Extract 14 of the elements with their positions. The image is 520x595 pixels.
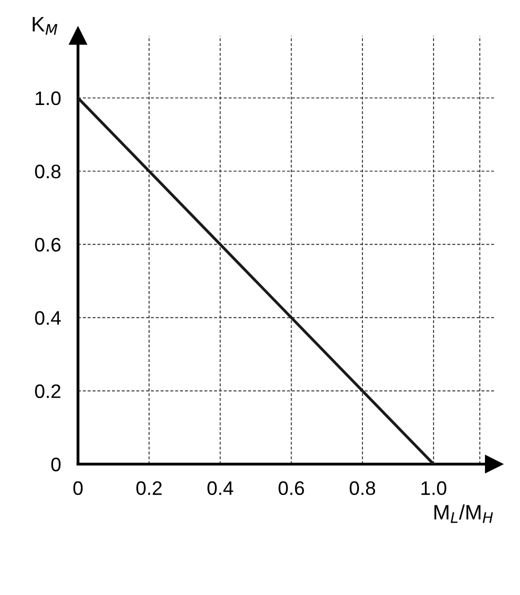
y-tick-label: 0.4 bbox=[35, 311, 61, 325]
y-tick-label: 0 bbox=[51, 458, 61, 472]
x-tick-label: 0 bbox=[73, 481, 83, 496]
x-tick-label: 0.8 bbox=[350, 481, 376, 496]
y-tick-label: 1.0 bbox=[36, 91, 61, 106]
x-tick-label: 1.0 bbox=[422, 481, 446, 496]
x-tick-label: 0.4 bbox=[207, 481, 234, 496]
x-axis-title: M$_{L}$/M$_{H}$ bbox=[434, 504, 493, 523]
y-tick-label: 0.8 bbox=[35, 164, 60, 178]
y-axis-title: K$_{M}$ bbox=[32, 17, 58, 35]
x-tick-label: 0.2 bbox=[136, 481, 162, 496]
x-tick-label: 0.6 bbox=[278, 481, 304, 496]
y-tick-label: 0.6 bbox=[35, 238, 60, 252]
y-tick-label: 0.2 bbox=[35, 384, 60, 398]
